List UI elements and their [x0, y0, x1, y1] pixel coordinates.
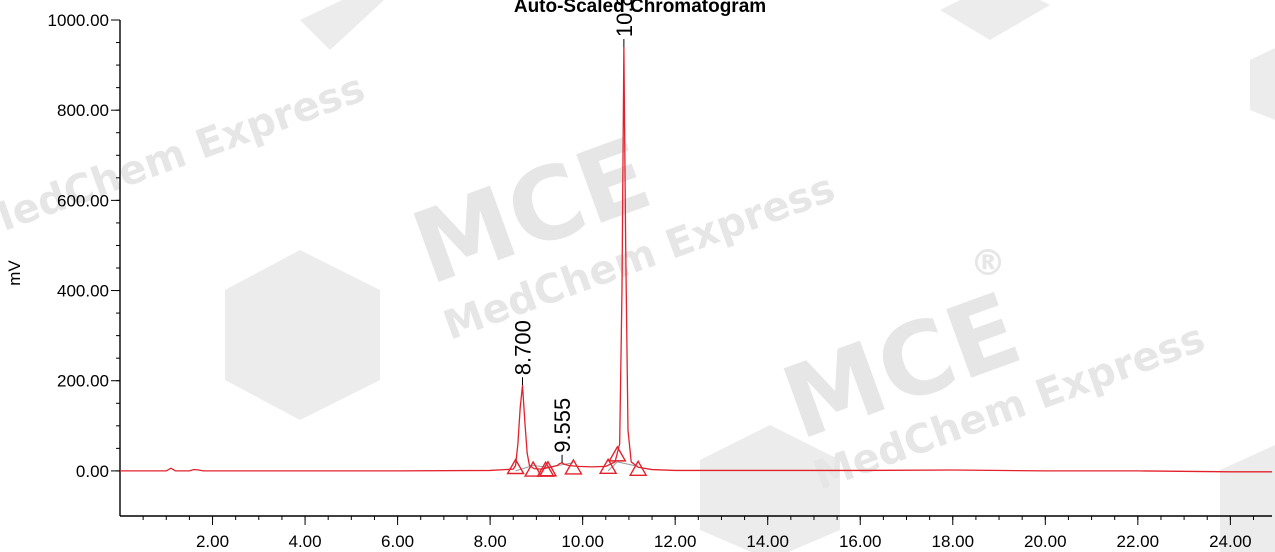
- integration-marker: [628, 459, 648, 477]
- chromatogram-trace: [120, 47, 1272, 473]
- x-tick-label: 16.00: [839, 532, 882, 551]
- y-tick-label: 400.00: [57, 282, 109, 301]
- y-axis-title: mV: [5, 260, 24, 286]
- watermark-registered-mark: ®: [970, 243, 1006, 284]
- peak-retention-time-label: 9.555: [550, 398, 575, 453]
- x-tick-label: 12.00: [654, 532, 697, 551]
- y-tick-label: 200.00: [57, 372, 109, 391]
- chart-title: Auto-Scaled Chromatogram: [514, 0, 766, 17]
- x-tick-label: 22.00: [1117, 532, 1160, 551]
- integration-marker: [523, 460, 543, 477]
- integration-baseline-segment: [617, 461, 639, 467]
- chromatogram-trace-layer: [120, 47, 1272, 473]
- x-tick-label: 24.00: [1209, 532, 1252, 551]
- y-tick-label: 0.00: [76, 462, 109, 481]
- integration-markers: [506, 445, 648, 477]
- y-tick-label: 800.00: [57, 101, 109, 120]
- y-axis-ticks: 0.00 200.00 400.00 600.00 800.00 1000.00: [48, 11, 120, 481]
- watermark-logo-hexagon: [700, 425, 840, 552]
- x-tick-label: 10.00: [561, 532, 604, 551]
- peak-retention-time-label: 10.891: [612, 0, 637, 37]
- watermark-hexagon-shape: [1250, 48, 1275, 120]
- peak-retention-time-label: 8.700: [511, 320, 536, 375]
- y-tick-label: 1000.00: [48, 11, 109, 30]
- x-tick-label: 18.00: [931, 532, 974, 551]
- x-tick-label: 4.00: [289, 532, 322, 551]
- x-axis-ticks: 2.00 4.00 6.00 8.00 10.00 12.00 14.00 16.00 18.0…: [142, 516, 1254, 551]
- x-tick-label: 20.00: [1024, 532, 1067, 551]
- integration-marker: [538, 460, 558, 477]
- x-tick-label: 14.00: [746, 532, 789, 551]
- integration-marker: [598, 457, 618, 474]
- watermark-hexagon-shape: [300, 0, 385, 50]
- integration-marker: [564, 458, 583, 475]
- peak-labels: 8.700 9.555 10.891: [511, 0, 637, 463]
- x-tick-label: 8.00: [474, 532, 507, 551]
- y-tick-label: 600.00: [57, 191, 109, 210]
- watermark-hexagon-shape: [940, 0, 1050, 40]
- integration-marker: [506, 458, 525, 475]
- x-tick-label: 6.00: [381, 532, 414, 551]
- x-tick-label: 2.00: [196, 532, 229, 551]
- integration-marker: [608, 445, 627, 462]
- watermark-logo-hexagon: [225, 250, 380, 420]
- watermark-tagline: MedChem Express: [0, 65, 371, 249]
